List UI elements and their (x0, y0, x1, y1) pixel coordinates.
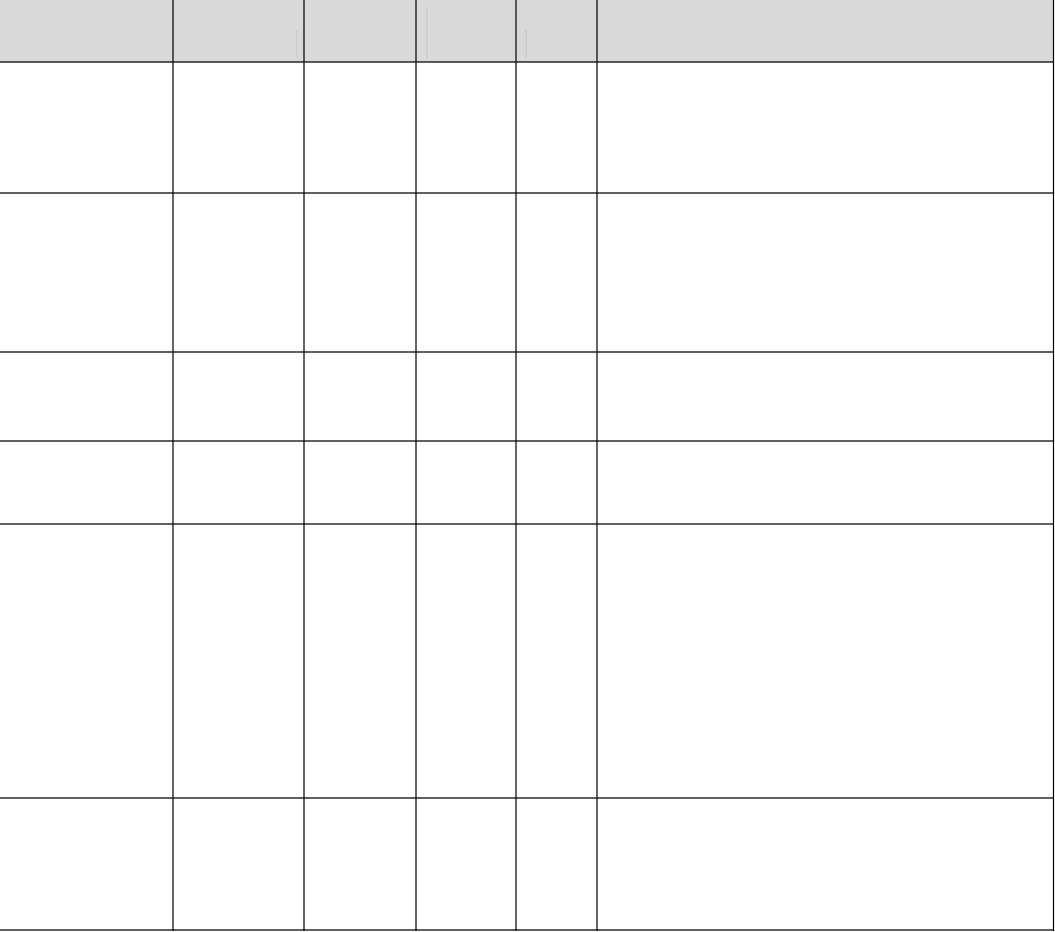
column-lines (172, 0, 1055, 931)
header-artifacts (296, 8, 527, 58)
row-lines (0, 61, 1054, 931)
